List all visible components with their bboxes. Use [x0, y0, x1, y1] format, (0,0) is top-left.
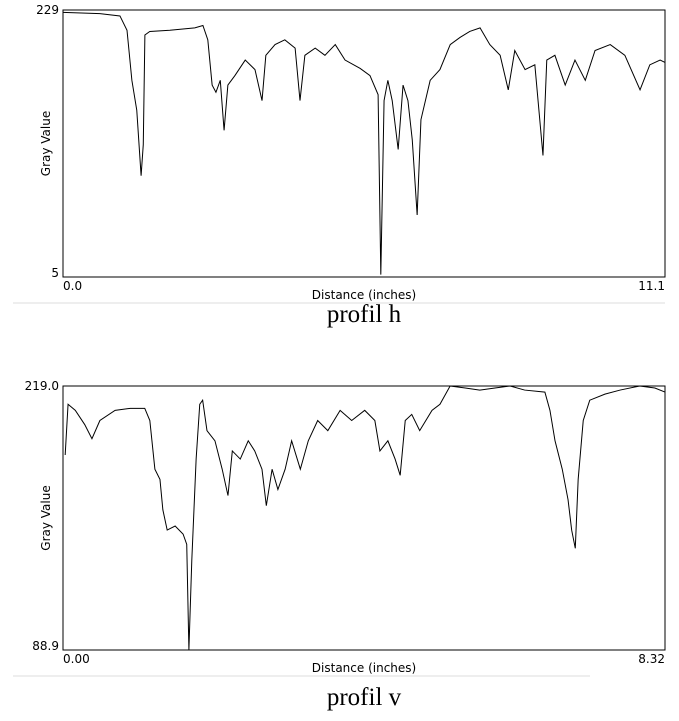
profile-line	[64, 385, 666, 650]
plot-frame	[62, 385, 666, 651]
caption: profil h	[327, 301, 402, 328]
plot-frame	[62, 9, 666, 278]
x-axis-label: Distance (inches)	[312, 288, 416, 302]
x-tick-label: 11.1	[638, 279, 665, 293]
y-axis-label: Gray Value	[39, 485, 53, 550]
y-tick-label: 219.0	[25, 379, 59, 393]
y-tick-label: 229	[36, 3, 59, 17]
caption: profil v	[327, 684, 402, 711]
y-axis-label: Gray Value	[39, 111, 53, 176]
y-tick-label: 5	[51, 266, 59, 280]
y-tick-label: 88.9	[32, 639, 59, 653]
x-axis-label: Distance (inches)	[312, 661, 416, 675]
x-tick-label: 0.00	[63, 652, 90, 666]
x-tick-label: 8.32	[638, 652, 665, 666]
profile-line	[62, 11, 666, 275]
x-tick-label: 0.0	[63, 279, 82, 293]
